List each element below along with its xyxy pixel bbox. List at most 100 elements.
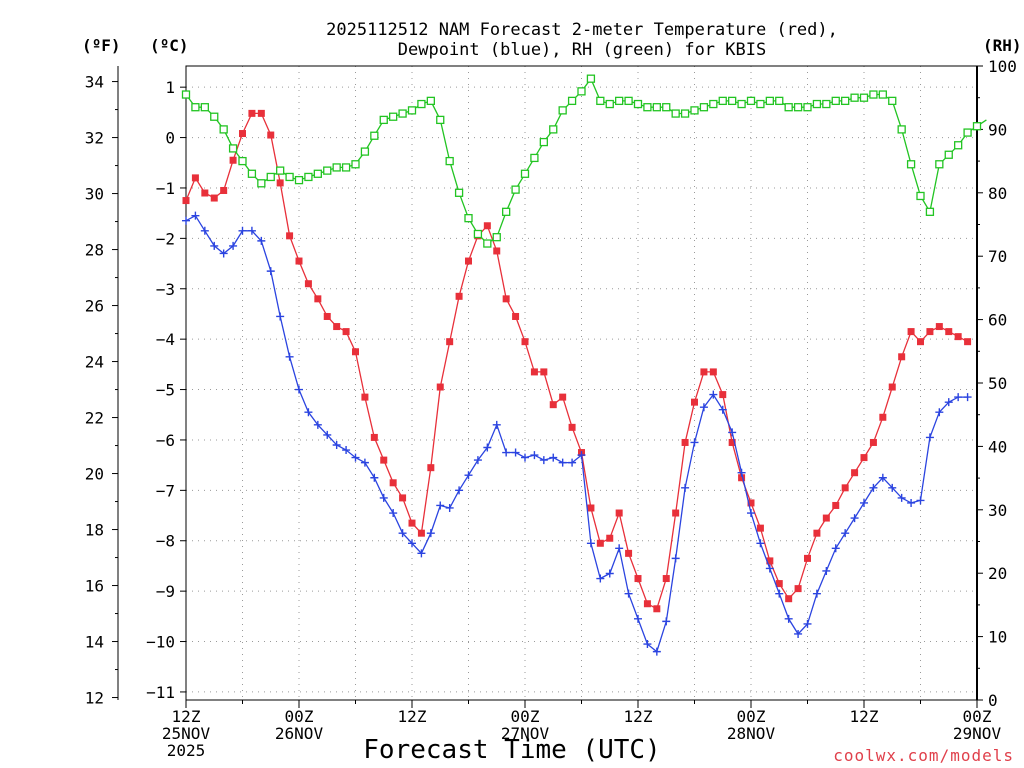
temperature-point bbox=[521, 338, 529, 346]
temperature-point bbox=[361, 393, 369, 401]
rh-tick-label: 0 bbox=[988, 691, 998, 710]
temperature-point bbox=[436, 383, 444, 391]
rh-point bbox=[944, 150, 953, 159]
time-tick-label: 00Z bbox=[511, 707, 540, 726]
rh-point bbox=[822, 99, 831, 109]
temperature-point bbox=[399, 494, 407, 502]
rh-point bbox=[313, 169, 322, 178]
dewpoint-point bbox=[473, 456, 482, 465]
dewpoint-point bbox=[907, 498, 916, 507]
temperature-point bbox=[408, 519, 416, 527]
dewpoint-point bbox=[586, 539, 595, 548]
temperature-point bbox=[502, 295, 510, 303]
dewpoint-point bbox=[408, 539, 416, 548]
dewpoint-point bbox=[483, 443, 492, 452]
dewpoint-point bbox=[398, 529, 407, 538]
dewpoint-point bbox=[869, 483, 878, 492]
temperature-point bbox=[220, 186, 228, 194]
temperature-point bbox=[483, 222, 491, 230]
temperature-point bbox=[964, 338, 972, 346]
rh-point bbox=[407, 106, 417, 115]
dewpoint-point bbox=[229, 241, 238, 250]
rh-point bbox=[276, 166, 285, 175]
rh-point bbox=[219, 125, 228, 134]
rh-unit-label: (RH) bbox=[983, 36, 1022, 55]
time-tick-label: 00Z bbox=[285, 707, 314, 726]
dewpoint-point bbox=[436, 501, 445, 510]
temperature-point bbox=[681, 438, 689, 446]
temperature-point bbox=[427, 464, 435, 472]
dewpoint-point bbox=[662, 617, 671, 626]
celsius-tick-label: 1 bbox=[165, 78, 175, 97]
dewpoint-point bbox=[370, 473, 379, 482]
fahrenheit-tick-label: 12 bbox=[85, 689, 104, 708]
dewpoint-point bbox=[718, 405, 727, 414]
rh-point bbox=[294, 175, 304, 185]
rh-tick-label: 50 bbox=[988, 374, 1007, 393]
temperature-point bbox=[229, 156, 237, 164]
dewpoint-point bbox=[577, 451, 586, 460]
rh-point bbox=[954, 141, 963, 150]
dewpoint-point bbox=[596, 574, 605, 583]
dewpoint-point bbox=[295, 385, 303, 394]
dewpoint-point bbox=[568, 458, 577, 467]
temperature-point bbox=[389, 479, 397, 487]
rh-point bbox=[699, 103, 709, 112]
rh-point bbox=[728, 96, 737, 106]
rh-point bbox=[869, 90, 878, 99]
temperature-point bbox=[210, 194, 218, 202]
rh-point bbox=[586, 74, 596, 83]
rh-tick-label: 80 bbox=[988, 184, 1007, 203]
dewpoint-point bbox=[266, 267, 275, 276]
temperature-point bbox=[596, 539, 604, 547]
rh-point bbox=[690, 106, 699, 115]
fahrenheit-tick-label: 22 bbox=[85, 409, 104, 428]
rh-tick-label: 60 bbox=[988, 311, 1007, 330]
rh-point bbox=[671, 109, 680, 118]
rh-point bbox=[756, 99, 765, 109]
rh-point bbox=[916, 191, 925, 201]
temperature-point bbox=[559, 393, 567, 401]
temperature-point bbox=[417, 529, 425, 537]
rh-point bbox=[793, 103, 803, 112]
temperature-point bbox=[832, 501, 840, 509]
dewpoint-point bbox=[238, 226, 247, 235]
rh-point bbox=[859, 93, 869, 102]
rh-point bbox=[897, 125, 906, 134]
rh-point bbox=[436, 115, 445, 125]
dewpoint-point bbox=[426, 529, 435, 538]
dewpoint-point bbox=[605, 569, 614, 578]
rh-point bbox=[398, 109, 407, 118]
temperature-point bbox=[615, 509, 623, 517]
dewpoint-point bbox=[747, 509, 755, 518]
temperature-point bbox=[380, 456, 388, 464]
temperature-point bbox=[860, 454, 868, 462]
dewpoint-point bbox=[822, 566, 831, 575]
temperature-point bbox=[672, 509, 680, 517]
time-tick-label: 27NOV bbox=[501, 724, 550, 743]
temperature-point bbox=[549, 401, 557, 409]
rh-point bbox=[558, 106, 567, 115]
rh-point bbox=[746, 96, 756, 106]
dewpoint-point bbox=[257, 236, 266, 245]
rh-point bbox=[775, 96, 784, 106]
celsius-tick-label: −9 bbox=[156, 582, 175, 601]
time-tick-label: 12Z bbox=[398, 707, 427, 726]
dewpoint-point bbox=[549, 453, 558, 462]
celsius-tick-label: −7 bbox=[156, 481, 175, 500]
dewpoint-point bbox=[860, 498, 868, 507]
plot-frame bbox=[185, 65, 978, 701]
fahrenheit-tick-label: 28 bbox=[85, 241, 104, 260]
temperature-point bbox=[907, 328, 915, 336]
temperature-point bbox=[841, 484, 849, 492]
celsius-tick-label: −11 bbox=[146, 683, 175, 702]
celsius-tick-label: −1 bbox=[156, 179, 175, 198]
rh-point bbox=[878, 90, 887, 99]
temperature-point bbox=[295, 257, 303, 265]
dewpoint-point bbox=[342, 446, 351, 455]
dewpoint-point bbox=[521, 453, 529, 462]
rh-point bbox=[643, 103, 652, 112]
dewpoint-point bbox=[304, 408, 313, 417]
